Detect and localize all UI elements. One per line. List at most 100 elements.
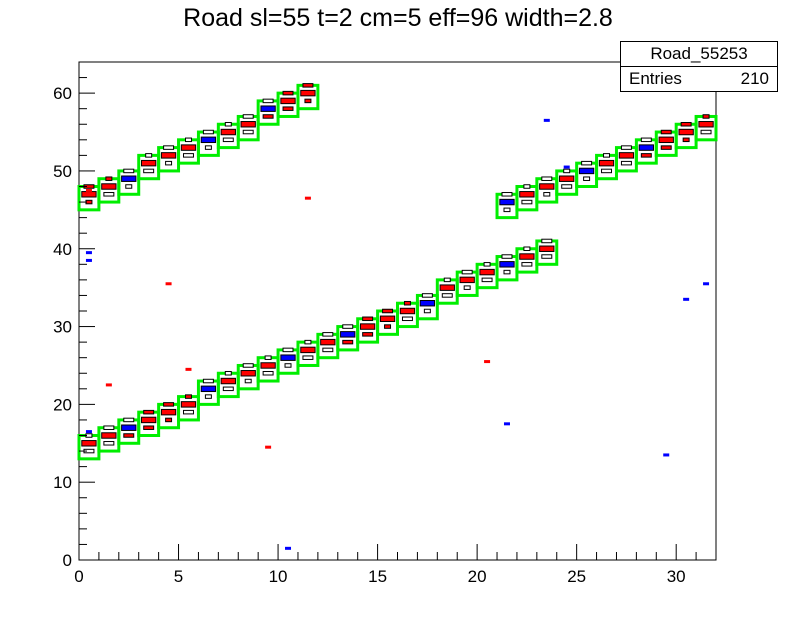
hit-cell bbox=[284, 363, 292, 368]
stray-hit bbox=[683, 297, 690, 301]
hit-cell bbox=[222, 137, 234, 143]
hit-cell bbox=[103, 192, 115, 197]
hit-cell bbox=[523, 246, 531, 252]
hit-cell bbox=[539, 245, 555, 252]
x-tick-label: 30 bbox=[667, 567, 686, 586]
hit-cell bbox=[240, 370, 256, 377]
hit-cell bbox=[244, 378, 252, 384]
stray-hit bbox=[503, 422, 510, 426]
hit-cell bbox=[581, 160, 593, 166]
hit-cell bbox=[304, 339, 312, 345]
hit-cell bbox=[578, 167, 595, 175]
hit-cell bbox=[300, 89, 316, 97]
hit-cell bbox=[260, 105, 276, 112]
road-box bbox=[495, 192, 519, 220]
hit-cell bbox=[362, 316, 374, 322]
y-tick-label: 50 bbox=[53, 162, 72, 181]
hit-cell bbox=[523, 184, 531, 189]
hit-cell bbox=[222, 386, 234, 392]
hit-cell bbox=[618, 152, 635, 159]
hit-cell bbox=[559, 175, 575, 182]
hit-cell bbox=[541, 238, 553, 244]
stray-hit bbox=[85, 188, 92, 192]
y-tick-label: 40 bbox=[53, 240, 72, 259]
stray-hit bbox=[165, 282, 172, 286]
hit-cell bbox=[640, 137, 652, 143]
y-tick-label: 20 bbox=[53, 395, 72, 414]
y-tick-label: 30 bbox=[53, 318, 72, 337]
road-box bbox=[356, 317, 380, 344]
hit-cell bbox=[302, 83, 314, 88]
hit-cell bbox=[640, 153, 652, 158]
stray-hit bbox=[663, 453, 670, 457]
road-box bbox=[236, 114, 260, 142]
road-box bbox=[117, 418, 141, 445]
hit-cell bbox=[183, 409, 194, 415]
road-box bbox=[614, 146, 638, 173]
hit-cell bbox=[81, 191, 97, 198]
hit-cell bbox=[220, 377, 236, 385]
hit-cell bbox=[601, 168, 612, 174]
road-box bbox=[157, 402, 181, 430]
hit-cell bbox=[678, 128, 694, 136]
hit-cell bbox=[121, 175, 137, 182]
road-box bbox=[157, 146, 181, 173]
stray-hit bbox=[703, 282, 710, 286]
chart-title: Road sl=55 t=2 cm=5 eff=96 width=2.8 bbox=[183, 4, 613, 32]
hit-cell bbox=[304, 98, 312, 104]
hit-cell bbox=[503, 207, 511, 213]
hit-cell bbox=[499, 261, 515, 268]
hit-cell bbox=[362, 332, 374, 337]
road-box bbox=[137, 410, 161, 437]
stray-hit bbox=[85, 251, 92, 255]
hit-cell bbox=[262, 98, 274, 104]
road-box bbox=[595, 153, 618, 181]
hit-cell bbox=[141, 159, 157, 167]
hit-cell bbox=[382, 308, 394, 314]
hit-cell bbox=[638, 144, 654, 151]
hit-cell bbox=[184, 137, 192, 143]
hit-cell bbox=[543, 192, 551, 197]
stray-hit bbox=[105, 383, 112, 387]
road-box bbox=[196, 379, 220, 406]
hit-cell bbox=[419, 299, 436, 307]
hit-cell bbox=[479, 268, 495, 276]
hit-cell bbox=[204, 394, 212, 399]
hit-cell bbox=[481, 277, 493, 283]
hit-cell bbox=[160, 408, 177, 416]
hit-cell bbox=[141, 416, 157, 424]
hit-cell bbox=[499, 198, 515, 206]
road-box bbox=[256, 356, 280, 383]
hit-cell bbox=[143, 168, 155, 174]
hit-cell bbox=[280, 97, 296, 105]
stray-hit bbox=[265, 445, 272, 449]
stray-hit bbox=[484, 360, 491, 364]
hit-cell bbox=[698, 121, 714, 128]
road-box bbox=[435, 278, 459, 305]
hit-cell bbox=[459, 276, 475, 284]
hit-cell bbox=[180, 144, 197, 151]
road-box bbox=[495, 255, 519, 282]
hit-cell bbox=[204, 145, 212, 150]
hit-cell bbox=[399, 307, 416, 315]
hit-cell bbox=[541, 176, 553, 181]
hit-cell bbox=[202, 378, 214, 384]
hit-cell bbox=[282, 347, 294, 353]
hit-cell bbox=[503, 269, 511, 275]
hit-cell bbox=[200, 385, 217, 393]
hit-cell bbox=[302, 355, 314, 360]
hit-cell bbox=[561, 184, 573, 189]
hit-cell bbox=[541, 254, 553, 259]
hit-cell bbox=[121, 424, 137, 431]
x-tick-label: 15 bbox=[368, 567, 387, 586]
hit-cell bbox=[125, 184, 133, 189]
hit-cell bbox=[180, 401, 197, 408]
stats-entries-label: Entries bbox=[629, 69, 682, 88]
hit-cell bbox=[101, 183, 117, 190]
hit-cell bbox=[242, 114, 254, 119]
y-tick-label: 10 bbox=[53, 473, 72, 492]
x-tick-label: 10 bbox=[269, 567, 288, 586]
hit-cell bbox=[280, 354, 296, 361]
hit-cell bbox=[598, 159, 615, 167]
